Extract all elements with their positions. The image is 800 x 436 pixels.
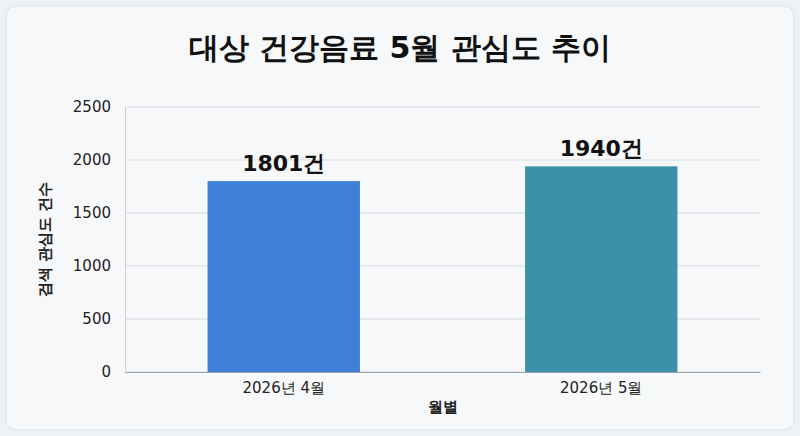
y-axis: 0 500 1000 1500 2000 2500 xyxy=(73,98,126,381)
x-tick-label: 2026년 4월 xyxy=(243,379,326,397)
y-tick: 1000 xyxy=(73,257,125,275)
bar xyxy=(208,181,360,372)
grid xyxy=(125,107,760,372)
data-label: 1940건 xyxy=(560,136,643,161)
y-tick-label: 2000 xyxy=(73,151,111,169)
y-tick-label: 500 xyxy=(82,310,111,328)
y-axis-line xyxy=(125,108,126,373)
y-tick-label: 0 xyxy=(101,363,111,381)
y-tick: 500 xyxy=(82,310,125,328)
bars xyxy=(208,166,678,372)
x-tick: 2026년 4월 xyxy=(243,372,326,397)
data-label: 1801건 xyxy=(242,151,325,176)
title: 대상 건강음료 5월 관심도 추이 xyxy=(189,30,612,65)
x-axis: 2026년 4월 2026년 5월 xyxy=(126,372,761,397)
y-axis-title: 검색 관심도 건수 xyxy=(36,182,54,297)
x-tick: 2026년 5월 xyxy=(560,372,643,397)
x-tick-label: 2026년 5월 xyxy=(560,379,643,397)
y-tick: 0 xyxy=(101,363,125,381)
x-axis-line xyxy=(126,372,761,373)
background-panel xyxy=(6,6,794,430)
bar xyxy=(525,166,677,372)
y-tick: 2000 xyxy=(73,151,125,169)
y-tick-label: 2500 xyxy=(73,98,111,116)
grid-line xyxy=(125,107,760,108)
x-axis-title: 월별 xyxy=(428,398,458,416)
y-tick: 2500 xyxy=(73,98,125,116)
data-labels: 1801건 1940건 xyxy=(242,136,643,176)
y-tick: 1500 xyxy=(73,204,125,222)
y-tick-label: 1500 xyxy=(73,204,111,222)
grid-line xyxy=(125,160,760,161)
y-tick-label: 1000 xyxy=(73,257,111,275)
